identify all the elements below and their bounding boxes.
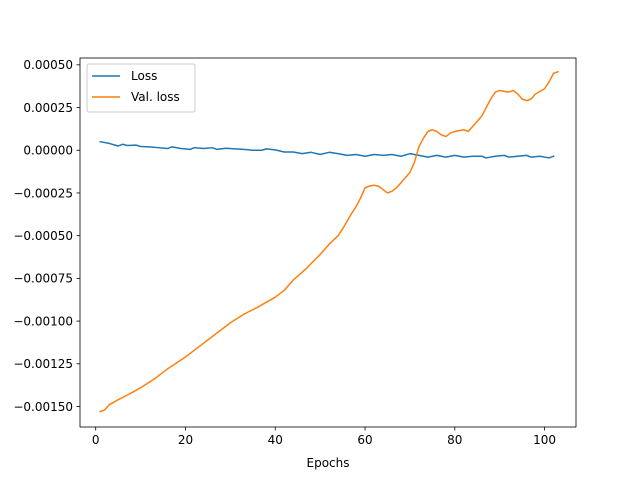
y-tick-label: 0.00000 xyxy=(23,144,73,158)
legend-label-val-loss: Val. loss xyxy=(131,90,180,104)
y-tick-label: −0.00125 xyxy=(13,357,73,371)
x-tick-label: 20 xyxy=(178,433,193,447)
legend-label-loss: Loss xyxy=(131,69,157,83)
y-tick-label: 0.00050 xyxy=(23,58,73,72)
legend: Loss Val. loss xyxy=(86,63,196,113)
y-tick-label: 0.00025 xyxy=(23,101,73,115)
x-tick-label: 40 xyxy=(268,433,283,447)
x-tick-label: 60 xyxy=(357,433,372,447)
x-axis-label: Epochs xyxy=(307,456,350,470)
y-tick-label: −0.00150 xyxy=(13,400,73,414)
axes-frame xyxy=(79,57,577,428)
series-layer xyxy=(99,70,560,413)
series-line-val-loss xyxy=(99,70,560,413)
y-tick-label: −0.00025 xyxy=(13,186,73,200)
axes-layer xyxy=(79,57,577,428)
x-tick-label: 100 xyxy=(533,433,556,447)
y-tick-label: −0.00075 xyxy=(13,272,73,286)
x-tick-label: 0 xyxy=(92,433,100,447)
series-line-loss xyxy=(99,140,555,159)
x-tick-label: 80 xyxy=(447,433,462,447)
y-tick-label: −0.00100 xyxy=(13,314,73,328)
y-tick-label: −0.00050 xyxy=(13,229,73,243)
ticks-layer: 0 20 40 60 80 100 −0.00150 −0.00125 −0.00100 −0.0… xyxy=(13,58,556,447)
